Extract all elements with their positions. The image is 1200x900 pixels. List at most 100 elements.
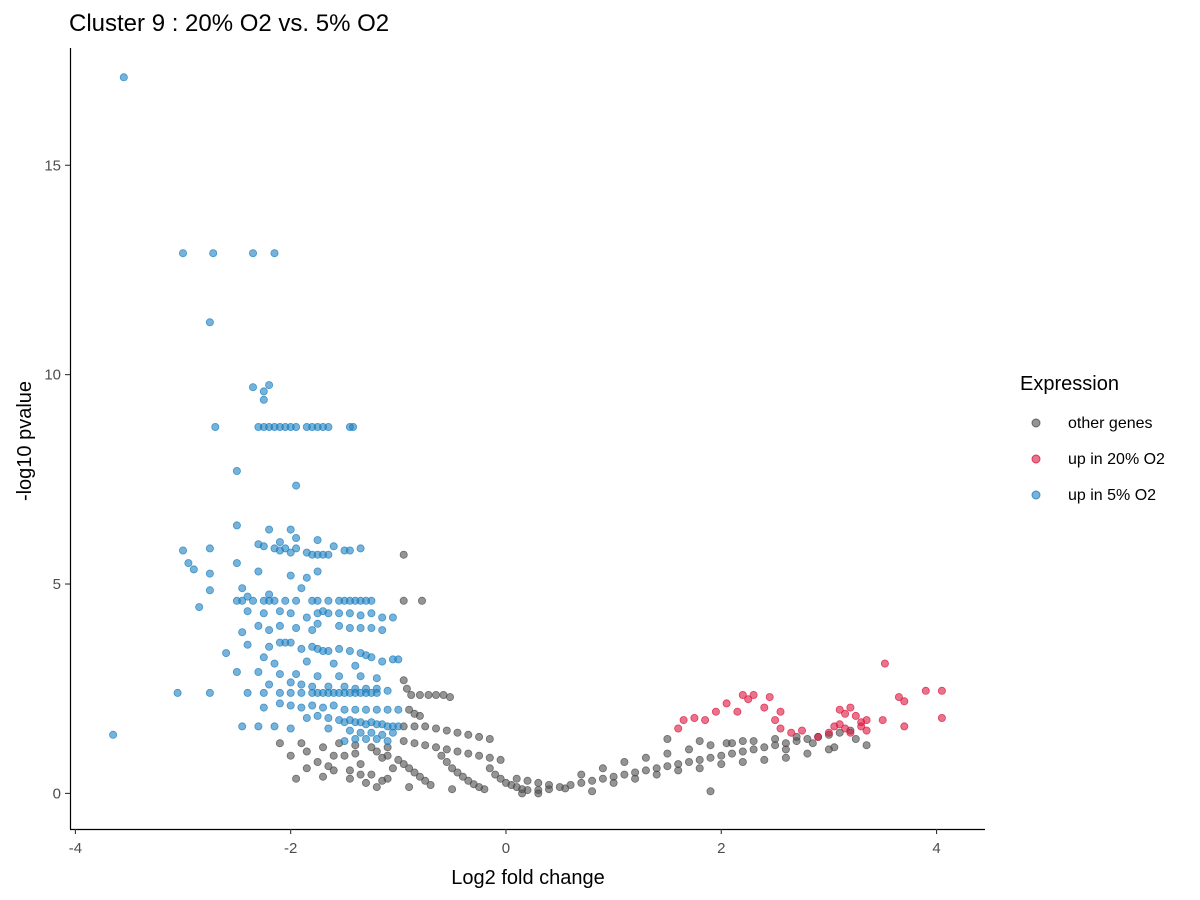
x-tick-label: -2 <box>284 840 297 857</box>
data-point <box>313 536 322 545</box>
data-point <box>238 596 247 605</box>
data-point <box>405 783 414 792</box>
data-point <box>335 672 344 681</box>
data-point <box>464 730 473 739</box>
data-point <box>744 695 753 704</box>
data-point <box>781 753 790 762</box>
data-point <box>421 741 430 750</box>
data-point <box>641 766 650 775</box>
data-point <box>205 688 214 697</box>
data-point <box>345 766 354 775</box>
data-point <box>292 422 301 431</box>
data-point <box>302 714 311 723</box>
legend-label-up-20: up in 20% O2 <box>1068 451 1165 468</box>
y-tick-label: 5 <box>53 576 61 593</box>
data-point <box>286 678 295 687</box>
data-point <box>760 703 769 712</box>
data-point <box>205 569 214 578</box>
y-tick-label: 15 <box>44 157 61 174</box>
data-point <box>286 724 295 733</box>
data-point <box>195 603 204 612</box>
data-point <box>205 544 214 553</box>
data-point <box>297 739 306 748</box>
data-point <box>367 609 376 618</box>
data-point <box>388 728 397 737</box>
data-point <box>345 774 354 783</box>
data-point <box>577 778 586 787</box>
data-point <box>275 538 284 547</box>
data-point <box>410 768 419 777</box>
data-point <box>356 760 365 769</box>
data-point <box>415 711 424 720</box>
data-point <box>265 525 274 534</box>
data-point <box>717 751 726 760</box>
data-point <box>862 716 871 725</box>
data-point <box>275 699 284 708</box>
data-point <box>496 774 505 783</box>
data-point <box>442 758 451 767</box>
data-point <box>491 770 500 779</box>
series-1 <box>674 659 946 741</box>
data-point <box>254 722 263 731</box>
data-point <box>367 653 376 662</box>
data-point <box>674 724 683 733</box>
data-point <box>378 626 387 635</box>
data-point <box>238 628 247 637</box>
data-point <box>297 680 306 689</box>
data-point <box>119 73 128 82</box>
data-point <box>480 785 489 794</box>
data-point <box>351 661 360 670</box>
data-point <box>765 693 774 702</box>
data-point <box>399 676 408 685</box>
data-point <box>297 644 306 653</box>
data-point <box>598 764 607 773</box>
data-point <box>749 737 758 746</box>
data-point <box>345 609 354 618</box>
data-point <box>302 747 311 756</box>
data-point <box>265 381 274 390</box>
data-point <box>243 592 252 601</box>
data-point <box>437 751 446 760</box>
data-point <box>248 249 257 258</box>
data-point <box>663 749 672 758</box>
data-point <box>851 735 860 744</box>
data-point <box>265 680 274 689</box>
data-point <box>814 732 823 741</box>
data-point <box>738 691 747 700</box>
data-point <box>749 745 758 754</box>
data-point <box>835 728 844 737</box>
data-point <box>880 659 889 668</box>
data-point <box>496 755 505 764</box>
data-point <box>439 691 448 700</box>
y-axis-ticks: 0 5 10 15 <box>44 157 70 802</box>
data-point <box>485 735 494 744</box>
data-point <box>340 705 349 714</box>
data-point <box>803 749 812 758</box>
data-point <box>351 705 360 714</box>
data-point <box>189 565 198 574</box>
data-point <box>324 714 333 723</box>
data-point <box>937 686 946 695</box>
data-point <box>302 657 311 666</box>
data-point <box>329 766 338 775</box>
data-point <box>248 383 257 392</box>
data-point <box>286 609 295 618</box>
data-point <box>259 542 268 551</box>
data-point <box>475 751 484 760</box>
data-point <box>407 691 416 700</box>
data-point <box>399 596 408 605</box>
data-point <box>410 739 419 748</box>
data-point <box>383 751 392 760</box>
data-point <box>458 772 467 781</box>
data-point <box>475 732 484 741</box>
data-point <box>862 741 871 750</box>
data-point <box>351 749 360 758</box>
data-point <box>292 544 301 553</box>
data-point <box>173 688 182 697</box>
x-tick-label: 4 <box>932 840 940 857</box>
data-point <box>841 724 850 733</box>
data-point <box>421 722 430 731</box>
data-point <box>402 684 411 693</box>
data-point <box>222 649 231 658</box>
data-point <box>445 693 454 702</box>
